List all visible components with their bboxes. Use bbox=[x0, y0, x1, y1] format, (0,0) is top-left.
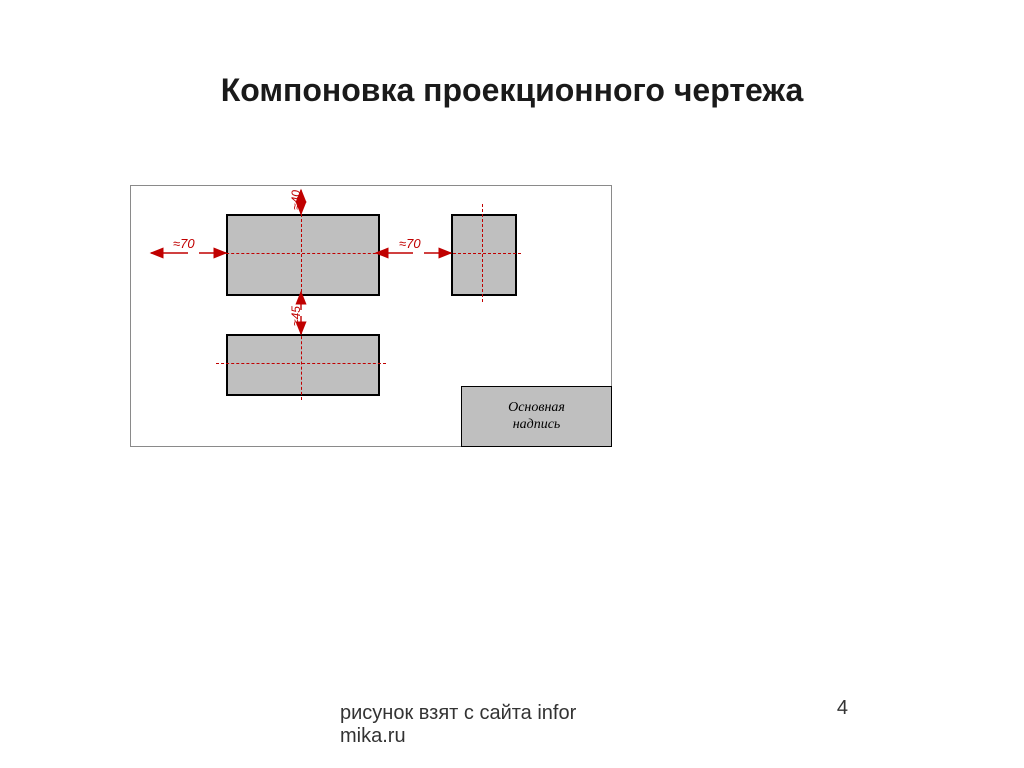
title-block-line2: надпись bbox=[508, 417, 565, 433]
title-block-line1: Основная bbox=[508, 400, 565, 416]
source-caption: рисунок взят с сайта infor mika.ru bbox=[340, 702, 600, 748]
dim-text-top: ≈40 bbox=[289, 190, 303, 210]
dim-text-mid: ≈45 bbox=[289, 306, 303, 326]
title-block: Основная надпись bbox=[461, 386, 612, 447]
drawing-layout-figure: ≈70 ≈70 ≈40 ≈45 Основная надпись bbox=[130, 185, 612, 447]
page-title: Компоновка проекционного чертежа bbox=[0, 72, 1024, 109]
dim-text-between: ≈70 bbox=[399, 236, 421, 251]
dim-text-left: ≈70 bbox=[173, 236, 195, 251]
page-number: 4 bbox=[837, 697, 848, 720]
